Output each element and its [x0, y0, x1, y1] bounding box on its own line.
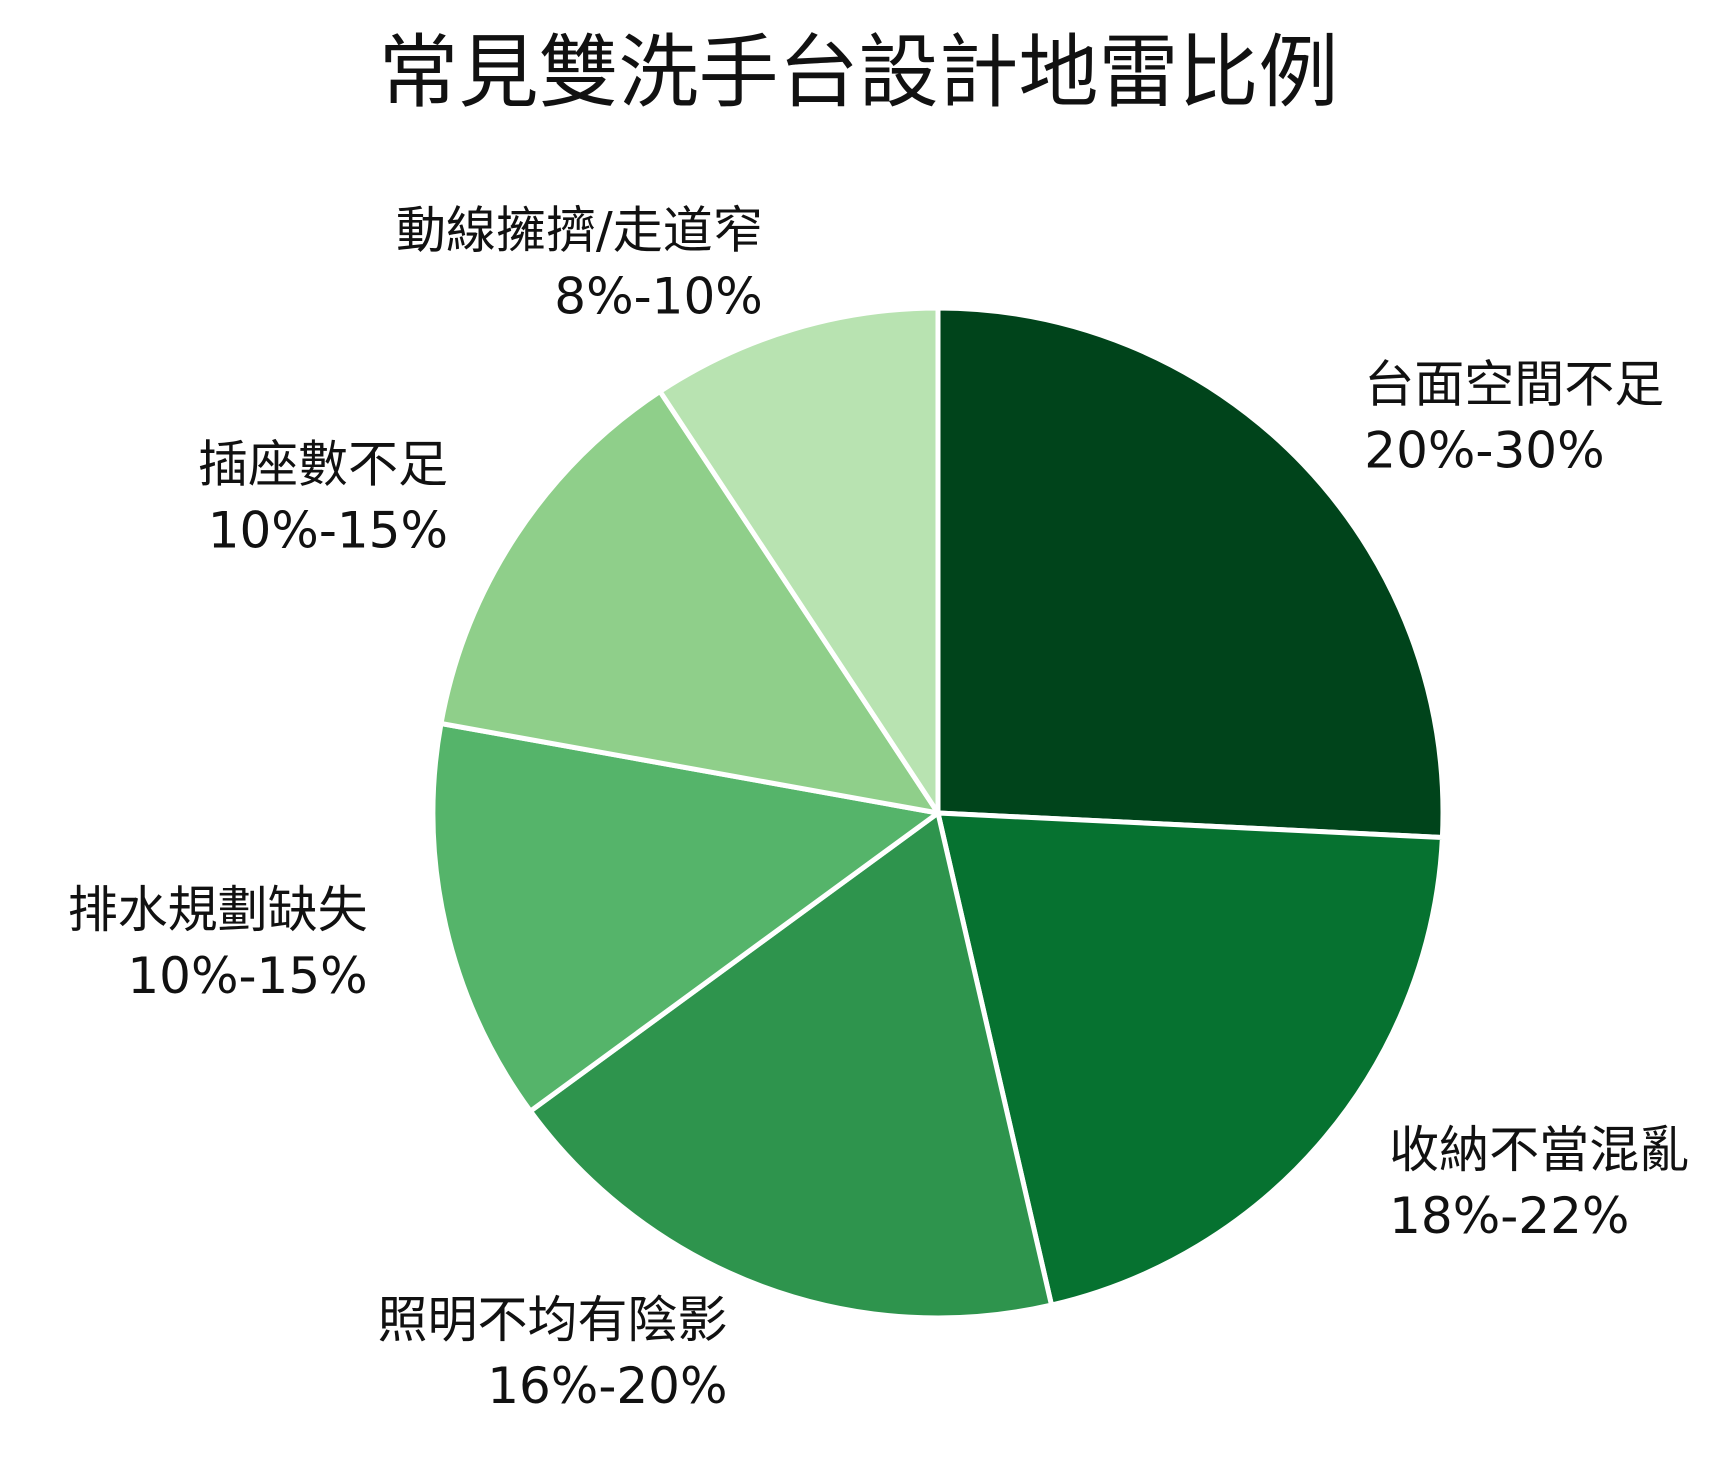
pie-slice-5	[438, 388, 941, 816]
slice-value-label-4: 10%-15%	[127, 947, 367, 1005]
pie-slices	[430, 305, 1446, 1321]
slice-label-4: 排水規劃缺失	[68, 881, 368, 939]
pie-labels: 台面空間不足 20%-30% 收納不當混亂 18%-22% 照明不均有陰影 16%-20%…	[68, 201, 1689, 1415]
pie-slice-2	[935, 810, 1445, 1308]
slice-value-label-2: 18%-22%	[1389, 1187, 1629, 1245]
slice-label-2: 收納不當混亂	[1389, 1121, 1689, 1179]
slice-label-3: 照明不均有陰影	[378, 1291, 728, 1349]
pie-slice-3	[527, 810, 1055, 1321]
slice-value-label-5: 10%-15%	[208, 502, 448, 560]
slice-value-label-6: 8%-10%	[554, 267, 763, 325]
slice-value-label-3: 16%-20%	[487, 1357, 727, 1415]
slice-label-6: 動線擁擠/走道窄	[396, 201, 763, 259]
pie-slice-1	[935, 305, 1446, 841]
slice-label-5: 插座數不足	[198, 436, 448, 494]
slice-label-1: 台面空間不足	[1364, 355, 1664, 413]
pie-slice-6	[657, 305, 941, 816]
slice-value-label-1: 20%-30%	[1364, 421, 1604, 479]
chart-title: 常見雙洗手台設計地雷比例	[378, 26, 1339, 119]
pie-slice-4	[430, 721, 941, 1114]
